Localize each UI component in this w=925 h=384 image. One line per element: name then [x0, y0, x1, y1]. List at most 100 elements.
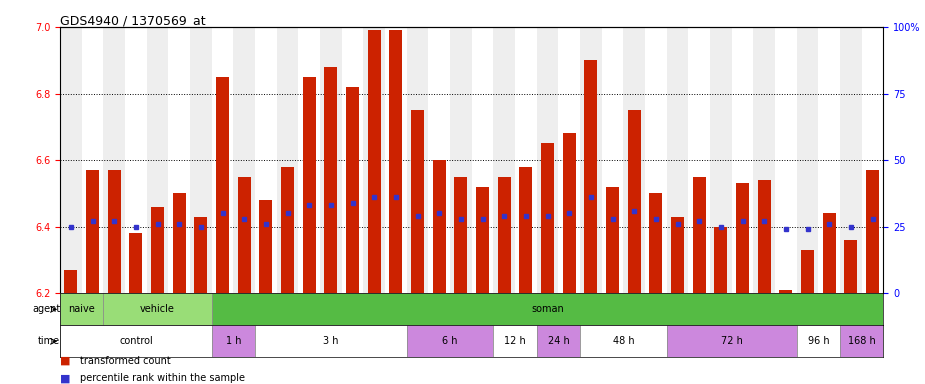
Bar — [520, 167, 533, 293]
Bar — [476, 187, 489, 293]
Bar — [173, 194, 186, 293]
Bar — [602, 27, 623, 293]
Text: vehicle: vehicle — [141, 305, 175, 314]
Bar — [104, 27, 125, 293]
Bar — [65, 270, 78, 293]
Bar — [536, 325, 580, 358]
Bar — [536, 27, 559, 293]
Bar — [168, 27, 191, 293]
Bar — [801, 250, 814, 293]
Bar — [407, 325, 493, 358]
Bar — [580, 325, 667, 358]
Bar — [822, 214, 835, 293]
Bar — [472, 27, 493, 293]
Bar — [845, 240, 857, 293]
Text: time: time — [38, 336, 60, 346]
Bar — [147, 27, 168, 293]
Bar — [819, 27, 840, 293]
Text: 48 h: 48 h — [612, 336, 635, 346]
Bar — [628, 110, 641, 293]
Bar — [541, 144, 554, 293]
Bar — [454, 177, 467, 293]
Text: 6 h: 6 h — [442, 336, 458, 346]
Bar — [428, 27, 450, 293]
Text: control: control — [119, 336, 153, 346]
Bar — [151, 207, 164, 293]
Bar — [368, 30, 381, 293]
Bar — [302, 77, 315, 293]
Bar — [411, 110, 424, 293]
Bar — [233, 27, 255, 293]
Bar — [493, 27, 515, 293]
Bar — [688, 27, 710, 293]
Bar — [385, 27, 407, 293]
Bar — [559, 27, 580, 293]
Bar — [433, 160, 446, 293]
Bar — [212, 325, 255, 358]
Text: 12 h: 12 h — [504, 336, 526, 346]
Bar — [840, 27, 862, 293]
Bar — [60, 27, 81, 293]
Text: agent: agent — [32, 305, 60, 314]
Bar — [515, 27, 536, 293]
Bar — [364, 27, 385, 293]
Bar — [758, 180, 771, 293]
Bar — [493, 325, 536, 358]
Bar — [320, 27, 341, 293]
Bar — [407, 27, 428, 293]
Bar — [623, 27, 645, 293]
Bar — [693, 177, 706, 293]
Bar — [671, 217, 684, 293]
Text: percentile rank within the sample: percentile rank within the sample — [80, 373, 245, 383]
Bar — [216, 77, 229, 293]
Text: naive: naive — [68, 305, 95, 314]
Bar — [130, 233, 142, 293]
Bar — [277, 27, 299, 293]
Text: 96 h: 96 h — [808, 336, 829, 346]
Text: 1 h: 1 h — [226, 336, 241, 346]
Bar — [299, 27, 320, 293]
Bar — [325, 67, 338, 293]
Bar — [60, 325, 212, 358]
Bar — [104, 293, 212, 325]
Bar — [81, 27, 104, 293]
Bar — [736, 184, 749, 293]
Bar — [498, 177, 511, 293]
Bar — [645, 27, 667, 293]
Bar — [714, 227, 727, 293]
Bar — [775, 27, 796, 293]
Bar — [125, 27, 147, 293]
Bar — [580, 27, 602, 293]
Bar — [259, 200, 273, 293]
Text: soman: soman — [531, 305, 564, 314]
Bar — [606, 187, 619, 293]
Text: ■: ■ — [60, 373, 70, 383]
Bar — [212, 27, 233, 293]
Bar — [796, 27, 819, 293]
Bar — [562, 134, 575, 293]
Bar — [667, 27, 688, 293]
Bar — [753, 27, 775, 293]
Bar — [191, 27, 212, 293]
Bar — [649, 194, 662, 293]
Bar — [866, 170, 879, 293]
Text: 3 h: 3 h — [323, 336, 339, 346]
Bar — [60, 293, 104, 325]
Text: 72 h: 72 h — [721, 336, 743, 346]
Text: 24 h: 24 h — [548, 336, 569, 346]
Text: transformed count: transformed count — [80, 356, 171, 366]
Text: 168 h: 168 h — [848, 336, 876, 346]
Bar — [780, 290, 793, 293]
Bar — [450, 27, 472, 293]
Bar — [732, 27, 753, 293]
Bar — [667, 325, 796, 358]
Bar — [862, 27, 883, 293]
Bar — [255, 27, 277, 293]
Bar — [840, 325, 883, 358]
Bar — [346, 87, 359, 293]
Bar — [585, 60, 598, 293]
Bar — [108, 170, 121, 293]
Bar — [86, 170, 99, 293]
Bar — [212, 293, 883, 325]
Bar — [238, 177, 251, 293]
